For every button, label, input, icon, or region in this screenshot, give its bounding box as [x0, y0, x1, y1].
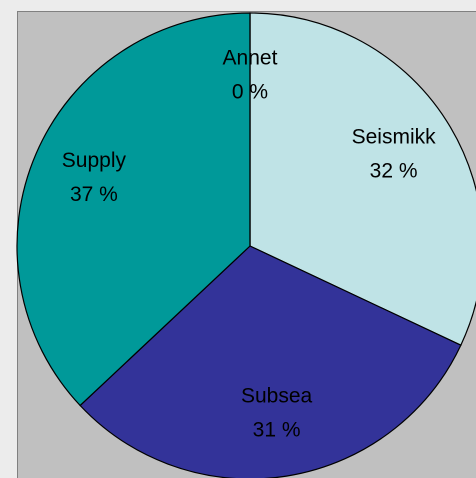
- slice-value-label: 37 %: [70, 183, 118, 206]
- pie-slice: [79, 245, 462, 478]
- slice-category-label: Subsea: [241, 385, 313, 408]
- slice-category-label: Supply: [62, 149, 127, 172]
- pie-slice: [249, 12, 476, 347]
- slice-value-label: 31 %: [253, 419, 301, 442]
- pie-slice: [16, 12, 251, 407]
- slice-value-label: 0 %: [232, 80, 268, 103]
- slice-value-label: 32 %: [370, 159, 418, 182]
- slice-category-label: Seismikk: [352, 125, 437, 148]
- slice-category-label: Annet: [223, 46, 278, 69]
